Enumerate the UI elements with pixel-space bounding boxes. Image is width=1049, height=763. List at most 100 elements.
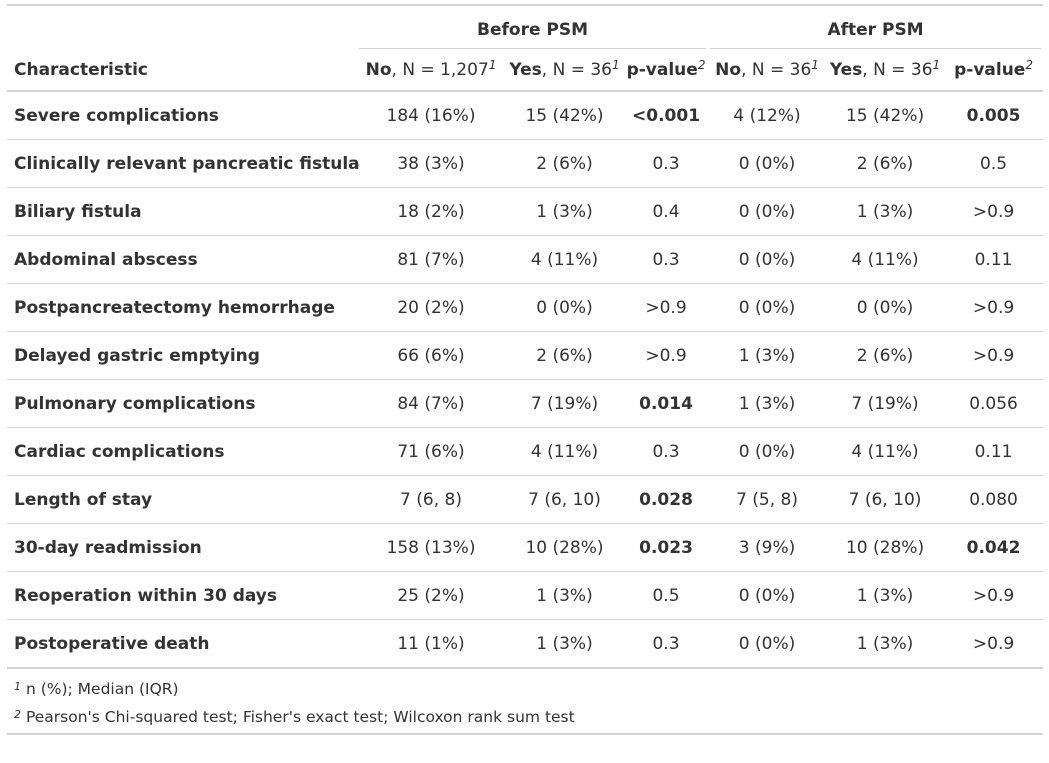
- cell-pvalue-before: 0.4: [624, 187, 709, 236]
- cell-no-before: 158 (13%): [357, 523, 505, 572]
- cell-pvalue-before: 0.3: [624, 619, 709, 669]
- cell-pvalue-after: 0.056: [944, 379, 1044, 428]
- cell-yes-after: 0 (0%): [826, 283, 945, 332]
- cell-pvalue-after: >0.9: [944, 571, 1044, 620]
- footnote-2-mark: 2: [14, 708, 21, 721]
- cell-yes-before: 10 (28%): [505, 523, 624, 572]
- row-label: Biliary fistula: [7, 187, 357, 236]
- cell-no-after: 0 (0%): [708, 571, 827, 620]
- cell-yes-before: 7 (19%): [505, 379, 624, 428]
- header-pvalue-before-label: p-value: [626, 59, 698, 80]
- cell-pvalue-after: >0.9: [944, 187, 1044, 236]
- table-row: Delayed gastric emptying 66 (6%) 2 (6%) >0.…: [7, 331, 1044, 380]
- header-yes-after-n: , N = 36: [862, 59, 933, 80]
- header-no-after-bold: No: [715, 59, 742, 80]
- spanner-after-psm: After PSM: [708, 5, 1043, 49]
- cell-no-before: 25 (2%): [357, 571, 505, 620]
- footnote-mark: 1: [488, 57, 497, 72]
- cell-yes-after: 1 (3%): [826, 619, 945, 669]
- cell-pvalue-after: >0.9: [944, 331, 1044, 380]
- cell-no-before: 7 (6, 8): [357, 475, 505, 524]
- table-row: Abdominal abscess 81 (7%) 4 (11%) 0.3 0 (0%)…: [7, 235, 1044, 284]
- header-no-before: No, N = 1,2071: [357, 49, 505, 92]
- header-pvalue-after: p-value2: [944, 49, 1044, 92]
- cell-no-before: 84 (7%): [357, 379, 505, 428]
- cell-no-after: 0 (0%): [708, 187, 827, 236]
- footnote-mark: 2: [1025, 57, 1033, 72]
- spanner-header-row: Before PSM After PSM: [7, 5, 1044, 49]
- cell-no-after: 1 (3%): [708, 379, 827, 428]
- cell-no-after: 4 (12%): [708, 91, 827, 140]
- cell-no-before: 81 (7%): [357, 235, 505, 284]
- header-characteristic: Characteristic: [7, 49, 357, 92]
- cell-no-after: 0 (0%): [708, 619, 827, 669]
- table-row: Postoperative death 11 (1%) 1 (3%) 0.3 0 (0%…: [7, 619, 1044, 669]
- cell-yes-before: 1 (3%): [505, 571, 624, 620]
- row-label: Delayed gastric emptying: [7, 331, 357, 380]
- cell-yes-before: 4 (11%): [505, 427, 624, 476]
- cell-pvalue-after: >0.9: [944, 619, 1044, 669]
- row-label: Severe complications: [7, 91, 357, 140]
- row-label: Length of stay: [7, 475, 357, 524]
- cell-pvalue-before: 0.014: [624, 379, 709, 428]
- cell-pvalue-after: >0.9: [944, 283, 1044, 332]
- cell-yes-after: 1 (3%): [826, 187, 945, 236]
- spanner-empty: [7, 5, 357, 49]
- table-row: Pulmonary complications 84 (7%) 7 (19%) 0.0…: [7, 379, 1044, 428]
- header-yes-after: Yes, N = 361: [826, 49, 945, 92]
- cell-pvalue-before: >0.9: [624, 331, 709, 380]
- cell-pvalue-before: 0.028: [624, 475, 709, 524]
- cell-no-after: 0 (0%): [708, 427, 827, 476]
- header-pvalue-before: p-value2: [624, 49, 709, 92]
- cell-yes-after: 15 (42%): [826, 91, 945, 140]
- cell-pvalue-before: 0.3: [624, 427, 709, 476]
- table-row: Severe complications 184 (16%) 15 (42%) <0.…: [7, 91, 1044, 140]
- row-label: Reoperation within 30 days: [7, 571, 357, 620]
- footnote-1: 1 n (%); Median (IQR): [14, 675, 1043, 703]
- header-yes-after-bold: Yes: [829, 59, 863, 80]
- row-label: Pulmonary complications: [7, 379, 357, 428]
- table-row: Postpancreatectomy hemorrhage 20 (2%) 0 (0…: [7, 283, 1044, 332]
- table-footnotes: 1 n (%); Median (IQR) 2 Pearson's Chi-sq…: [7, 669, 1043, 735]
- footnote-1-text: n (%); Median (IQR): [25, 680, 179, 698]
- cell-pvalue-before: 0.3: [624, 139, 709, 188]
- cell-pvalue-after: 0.042: [944, 523, 1044, 572]
- cell-yes-before: 7 (6, 10): [505, 475, 624, 524]
- table-row: 30-day readmission 158 (13%) 10 (28%) 0.023…: [7, 523, 1044, 572]
- cell-yes-after: 1 (3%): [826, 571, 945, 620]
- cell-yes-after: 4 (11%): [826, 427, 945, 476]
- cell-no-after: 3 (9%): [708, 523, 827, 572]
- footnote-mark: 2: [697, 57, 706, 72]
- spanner-before-label: Before PSM: [359, 20, 707, 49]
- cell-no-after: 7 (5, 8): [708, 475, 827, 524]
- cell-yes-before: 1 (3%): [505, 619, 624, 669]
- header-no-before-bold: No: [365, 59, 392, 80]
- cell-yes-before: 1 (3%): [505, 187, 624, 236]
- table-row: Length of stay 7 (6, 8) 7 (6, 10) 0.028 7 (5…: [7, 475, 1044, 524]
- header-yes-before-bold: Yes: [509, 59, 542, 80]
- cell-pvalue-after: 0.005: [944, 91, 1044, 140]
- cell-pvalue-before: >0.9: [624, 283, 709, 332]
- column-header-row: Characteristic No, N = 1,2071 Yes, N = 3…: [7, 49, 1044, 92]
- footnote-1-mark: 1: [14, 680, 21, 693]
- header-no-after: No, N = 361: [708, 49, 827, 92]
- cell-no-before: 71 (6%): [357, 427, 505, 476]
- cell-yes-after: 2 (6%): [826, 139, 945, 188]
- cell-no-before: 184 (16%): [357, 91, 505, 140]
- row-label: Abdominal abscess: [7, 235, 357, 284]
- cell-yes-after: 10 (28%): [826, 523, 945, 572]
- footnote-mark: 1: [811, 57, 819, 72]
- table-row: Clinically relevant pancreatic fistula 38…: [7, 139, 1044, 188]
- cell-no-after: 0 (0%): [708, 283, 827, 332]
- header-no-after-n: , N = 36: [741, 59, 812, 80]
- cell-no-before: 18 (2%): [357, 187, 505, 236]
- cell-no-before: 20 (2%): [357, 283, 505, 332]
- cell-pvalue-after: 0.080: [944, 475, 1044, 524]
- cell-yes-before: 15 (42%): [505, 91, 624, 140]
- cell-yes-before: 4 (11%): [505, 235, 624, 284]
- header-no-before-n: , N = 1,207: [391, 59, 489, 80]
- cell-yes-after: 7 (6, 10): [826, 475, 945, 524]
- table-body: Severe complications 184 (16%) 15 (42%) <0.…: [7, 91, 1044, 669]
- cell-pvalue-before: <0.001: [624, 91, 709, 140]
- cell-pvalue-after: 0.11: [944, 427, 1044, 476]
